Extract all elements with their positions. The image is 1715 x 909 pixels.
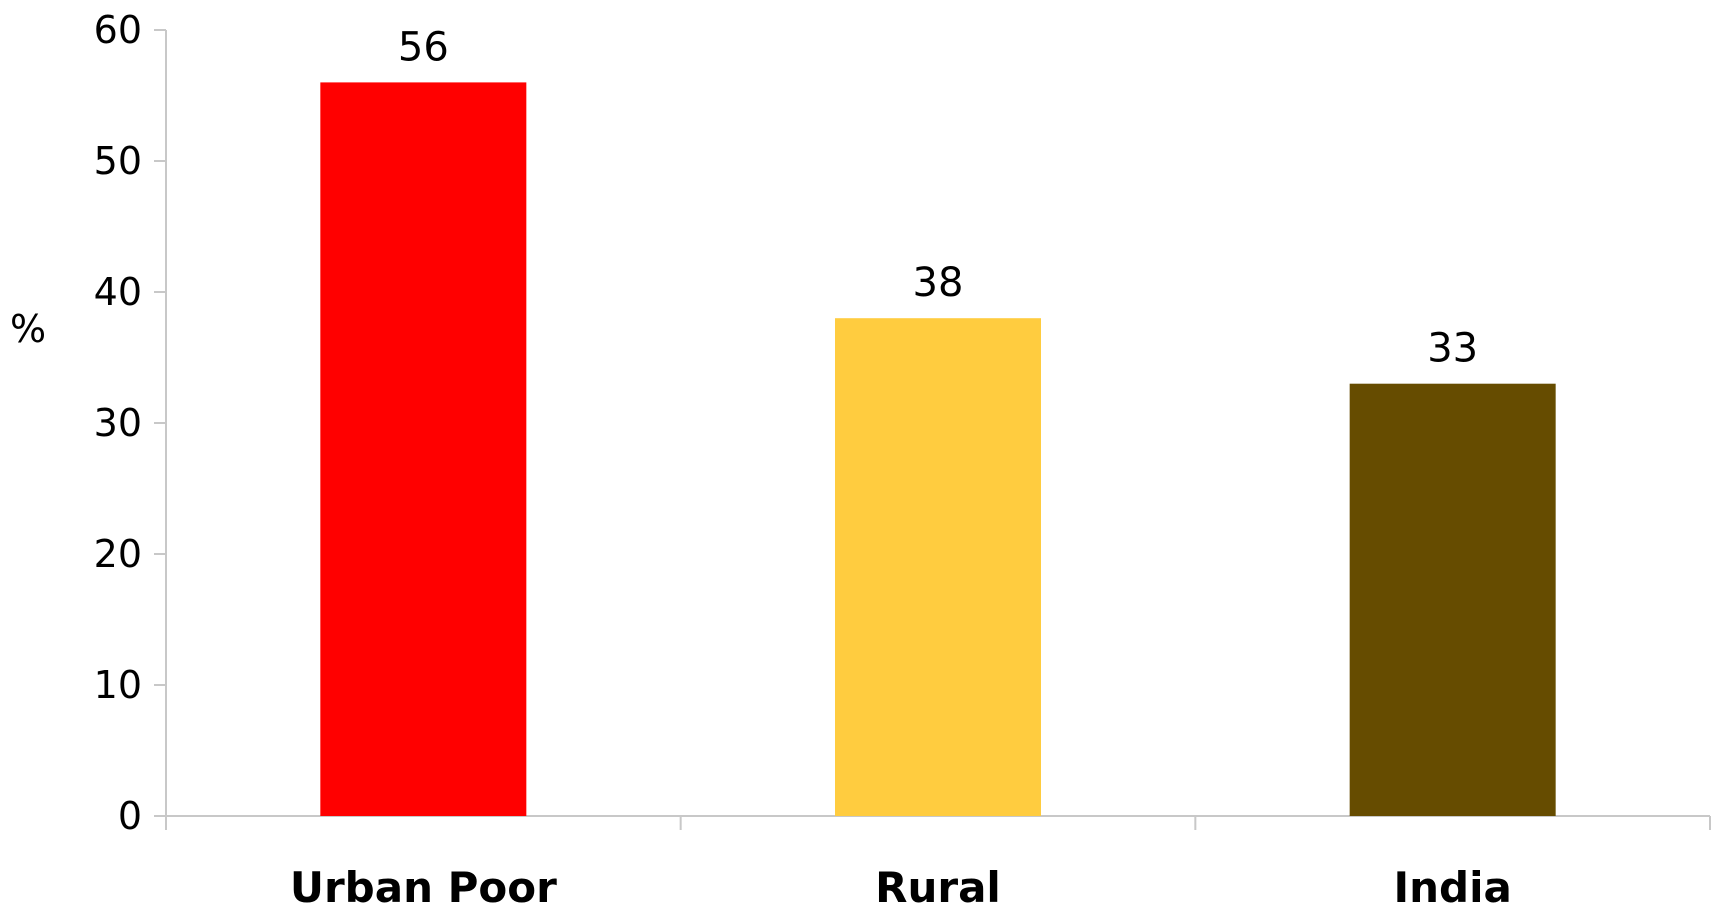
y-tick-label: 40 <box>94 270 142 314</box>
y-axis: 0 10 20 30 40 50 60 <box>94 8 167 838</box>
x-category-label: Urban Poor <box>290 863 557 909</box>
x-axis: Urban Poor Rural India <box>165 815 1711 909</box>
bars: 56 38 33 <box>320 24 1556 816</box>
y-tick-label: 0 <box>118 794 142 838</box>
bar-india <box>1349 383 1556 816</box>
bar-rural <box>835 318 1041 816</box>
y-tick-label: 10 <box>94 663 142 707</box>
data-label: 56 <box>398 24 449 70</box>
y-tick-label: 30 <box>94 401 142 445</box>
data-label: 38 <box>913 260 964 306</box>
y-tick-label: 20 <box>94 532 142 576</box>
x-category-label: India <box>1393 863 1511 909</box>
x-category-label: Rural <box>875 863 1001 909</box>
y-tick-label: 60 <box>94 8 142 52</box>
data-label: 33 <box>1427 326 1478 372</box>
y-tick-label: 50 <box>94 139 142 183</box>
bar-urban-poor <box>320 82 527 816</box>
y-axis-label: % <box>10 307 46 351</box>
